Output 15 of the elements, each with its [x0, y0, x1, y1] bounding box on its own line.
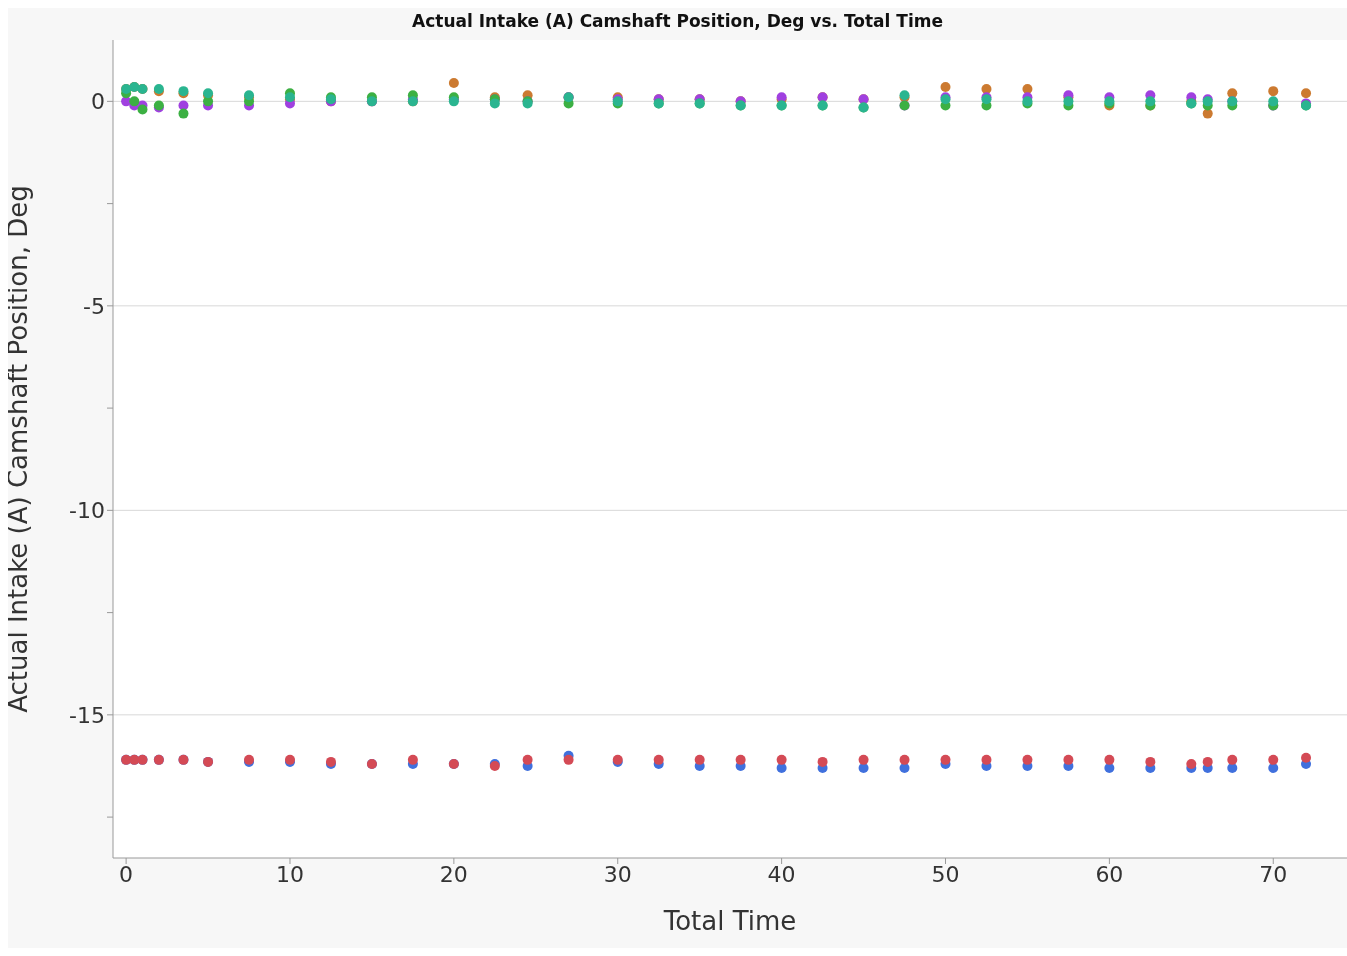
x-tick-label: 70	[1259, 861, 1288, 887]
x-tick-label: 0	[119, 861, 134, 887]
x-tick-label: 40	[767, 861, 796, 887]
x-tick-label: 10	[275, 861, 304, 887]
y-tick-label: 0	[91, 89, 105, 115]
x-tick-label: 20	[439, 861, 468, 887]
x-tick-label: 30	[603, 861, 632, 887]
x-axis-title: Total Time	[662, 906, 797, 936]
y-tick-label: -15	[69, 702, 105, 728]
x-tick-label: 50	[931, 861, 960, 887]
y-axis-title: Actual Intake (A) Camshaft Position, Deg	[3, 185, 34, 713]
chart-title: Actual Intake (A) Camshaft Position, Deg vs. Total Time	[411, 10, 944, 33]
y-tick-label: -5	[83, 293, 105, 319]
x-tick-label: 60	[1095, 861, 1124, 887]
y-tick-label: -10	[69, 498, 105, 524]
